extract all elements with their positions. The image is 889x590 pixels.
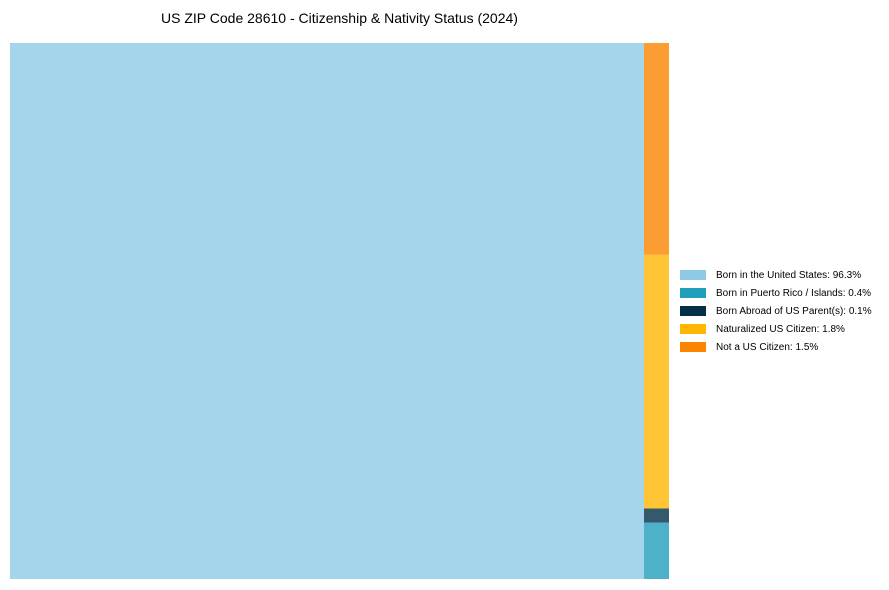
treemap-cell-2 [643, 508, 669, 523]
legend-item: Born Abroad of US Parent(s): 0.1% [680, 302, 872, 320]
treemap-cell-3 [643, 254, 669, 509]
legend-swatch [680, 306, 706, 316]
legend: Born in the United States: 96.3% Born in … [680, 266, 872, 356]
legend-swatch [680, 324, 706, 334]
chart-title: US ZIP Code 28610 - Citizenship & Nativi… [161, 10, 518, 26]
legend-item: Not a US Citizen: 1.5% [680, 338, 872, 356]
treemap-cell-4 [643, 43, 669, 255]
legend-item: Born in the United States: 96.3% [680, 266, 872, 284]
legend-label: Born in the United States: 96.3% [716, 269, 862, 281]
legend-label: Born Abroad of US Parent(s): 0.1% [716, 305, 872, 317]
treemap-cell-1 [643, 522, 669, 579]
treemap-cell-0 [10, 43, 644, 579]
legend-label: Naturalized US Citizen: 1.8% [716, 323, 845, 335]
legend-item: Naturalized US Citizen: 1.8% [680, 320, 872, 338]
legend-swatch [680, 270, 706, 280]
legend-label: Not a US Citizen: 1.5% [716, 341, 819, 353]
legend-swatch [680, 342, 706, 352]
legend-swatch [680, 288, 706, 298]
legend-item: Born in Puerto Rico / Islands: 0.4% [680, 284, 872, 302]
legend-label: Born in Puerto Rico / Islands: 0.4% [716, 287, 872, 299]
